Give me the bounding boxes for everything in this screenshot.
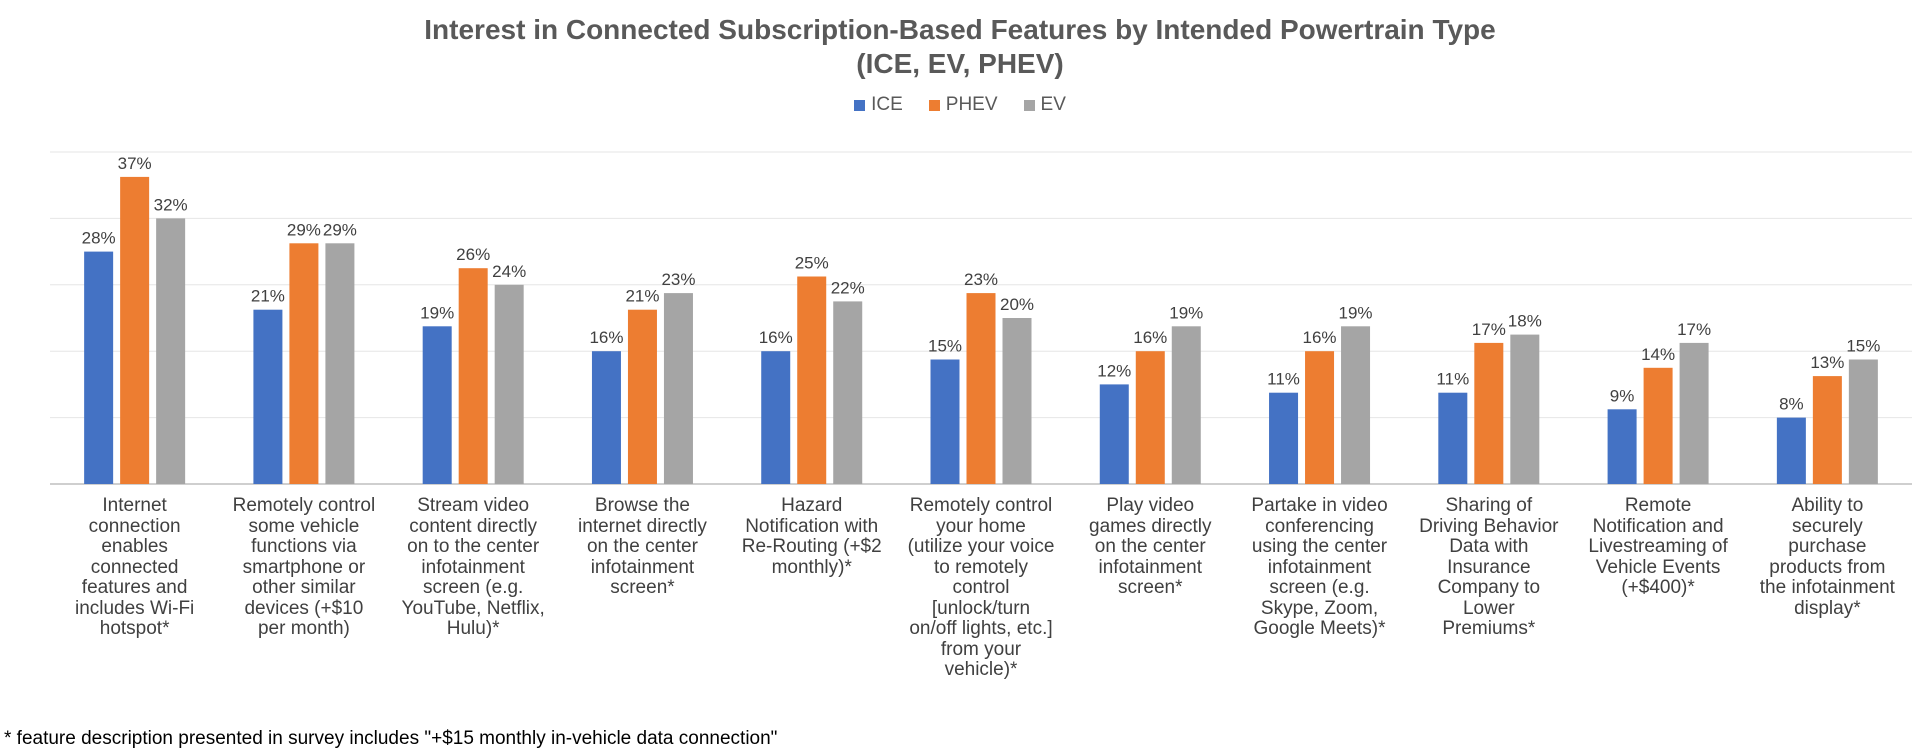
data-label-ev-3: 24% bbox=[492, 262, 526, 281]
bar-ev-11 bbox=[1848, 359, 1878, 484]
data-label-ev-6: 20% bbox=[1000, 295, 1034, 314]
data-label-ice-2: 21% bbox=[251, 287, 285, 306]
category-label-11: Ability to securely purchase products fr… bbox=[1759, 495, 1895, 619]
bar-ice-4 bbox=[591, 351, 621, 484]
bar-ice-1 bbox=[84, 251, 114, 484]
bar-ice-7 bbox=[1099, 384, 1129, 484]
bar-phev-6 bbox=[966, 293, 996, 484]
bar-phev-10 bbox=[1643, 367, 1673, 484]
data-label-ev-10: 17% bbox=[1677, 320, 1711, 339]
data-label-phev-1: 37% bbox=[118, 154, 152, 173]
data-label-ev-9: 18% bbox=[1508, 312, 1542, 331]
data-label-phev-8: 16% bbox=[1303, 328, 1337, 347]
legend-label-ice: ICE bbox=[871, 94, 903, 115]
bar-phev-1 bbox=[120, 176, 150, 484]
bar-phev-8 bbox=[1305, 351, 1335, 484]
bar-ice-11 bbox=[1776, 417, 1806, 484]
category-label-7: Play video games directly on the center … bbox=[1089, 495, 1212, 598]
bar-ice-8 bbox=[1269, 392, 1299, 484]
data-label-ice-4: 16% bbox=[589, 328, 623, 347]
bar-ev-7 bbox=[1171, 326, 1201, 484]
data-label-ice-11: 8% bbox=[1779, 395, 1804, 414]
bar-phev-3 bbox=[458, 268, 488, 484]
legend-label-ev: EV bbox=[1040, 94, 1066, 115]
legend-label-phev: PHEV bbox=[945, 94, 998, 115]
category-label-1: Internet connection enables connected fe… bbox=[74, 495, 195, 639]
category-label-10: Remote Notification and Livestreaming of… bbox=[1588, 495, 1728, 598]
bar-ice-9 bbox=[1438, 392, 1468, 484]
data-label-ev-7: 19% bbox=[1169, 303, 1203, 322]
legend-item-ev: EV bbox=[1023, 94, 1066, 116]
data-label-phev-3: 26% bbox=[456, 245, 490, 264]
category-label-3: Stream video content directly on to the … bbox=[401, 495, 545, 639]
data-label-ev-5: 22% bbox=[831, 278, 865, 297]
bar-ev-3 bbox=[494, 284, 524, 484]
bar-ev-4 bbox=[663, 293, 693, 484]
data-label-phev-7: 16% bbox=[1133, 328, 1167, 347]
bar-phev-2 bbox=[289, 243, 319, 484]
data-label-ev-4: 23% bbox=[661, 270, 695, 289]
data-label-ev-11: 15% bbox=[1846, 337, 1880, 356]
legend-item-phev: PHEV bbox=[928, 94, 998, 116]
chart-title: Interest in Connected Subscription-Based… bbox=[424, 14, 1496, 45]
data-label-ev-2: 29% bbox=[323, 220, 357, 239]
bar-ev-5 bbox=[833, 301, 863, 484]
bar-ice-2 bbox=[253, 309, 283, 484]
data-label-phev-2: 29% bbox=[287, 220, 321, 239]
bar-ev-2 bbox=[325, 243, 355, 484]
bar-ev-10 bbox=[1679, 342, 1709, 484]
bar-phev-4 bbox=[627, 309, 657, 484]
bar-ice-6 bbox=[930, 359, 960, 484]
data-label-phev-5: 25% bbox=[795, 254, 829, 273]
data-label-phev-10: 14% bbox=[1641, 345, 1675, 364]
data-label-ice-3: 19% bbox=[420, 303, 454, 322]
data-label-phev-9: 17% bbox=[1472, 320, 1506, 339]
bar-phev-7 bbox=[1135, 351, 1165, 484]
data-label-ice-9: 11% bbox=[1436, 370, 1469, 389]
category-label-2: Remotely control some vehicle functions … bbox=[232, 495, 376, 639]
category-label-4: Browse the internet directly on the cent… bbox=[578, 495, 707, 598]
data-label-phev-4: 21% bbox=[625, 287, 659, 306]
category-label-9: Sharing of Driving Behavior Data with In… bbox=[1419, 495, 1559, 639]
bar-ev-1 bbox=[156, 218, 186, 484]
bar-phev-5 bbox=[797, 276, 827, 484]
bar-ice-10 bbox=[1607, 409, 1637, 484]
category-label-5: Hazard Notification with Re-Routing (+$2… bbox=[741, 495, 882, 578]
data-label-ice-10: 9% bbox=[1610, 386, 1635, 405]
bar-ice-5 bbox=[761, 351, 791, 484]
data-label-ice-6: 15% bbox=[928, 337, 962, 356]
category-label-6: Remotely control your home (utilize your… bbox=[907, 495, 1055, 680]
data-label-ev-8: 19% bbox=[1339, 303, 1373, 322]
legend: ICE PHEV EV bbox=[0, 94, 1920, 116]
data-label-phev-11: 13% bbox=[1810, 353, 1844, 372]
bar-ice-3 bbox=[422, 326, 452, 484]
chart-subtitle: (ICE, EV, PHEV) bbox=[856, 48, 1064, 79]
category-label-8: Partake in video conferencing using the … bbox=[1251, 495, 1388, 639]
footnote: * feature description presented in surve… bbox=[4, 728, 778, 749]
bar-ev-6 bbox=[1002, 318, 1032, 484]
data-label-ev-1: 32% bbox=[154, 195, 188, 214]
data-label-ice-7: 12% bbox=[1097, 361, 1131, 380]
data-label-phev-6: 23% bbox=[964, 270, 998, 289]
bar-phev-9 bbox=[1474, 342, 1504, 484]
data-label-ice-8: 11% bbox=[1267, 370, 1300, 389]
legend-swatch-ev bbox=[1023, 99, 1035, 111]
legend-item-ice: ICE bbox=[854, 94, 903, 116]
legend-swatch-phev bbox=[928, 99, 940, 111]
data-label-ice-5: 16% bbox=[759, 328, 793, 347]
bar-ev-9 bbox=[1510, 334, 1540, 484]
bar-ev-8 bbox=[1341, 326, 1371, 484]
data-label-ice-1: 28% bbox=[82, 229, 116, 248]
bar-phev-11 bbox=[1812, 376, 1842, 484]
legend-swatch-ice bbox=[854, 99, 866, 111]
